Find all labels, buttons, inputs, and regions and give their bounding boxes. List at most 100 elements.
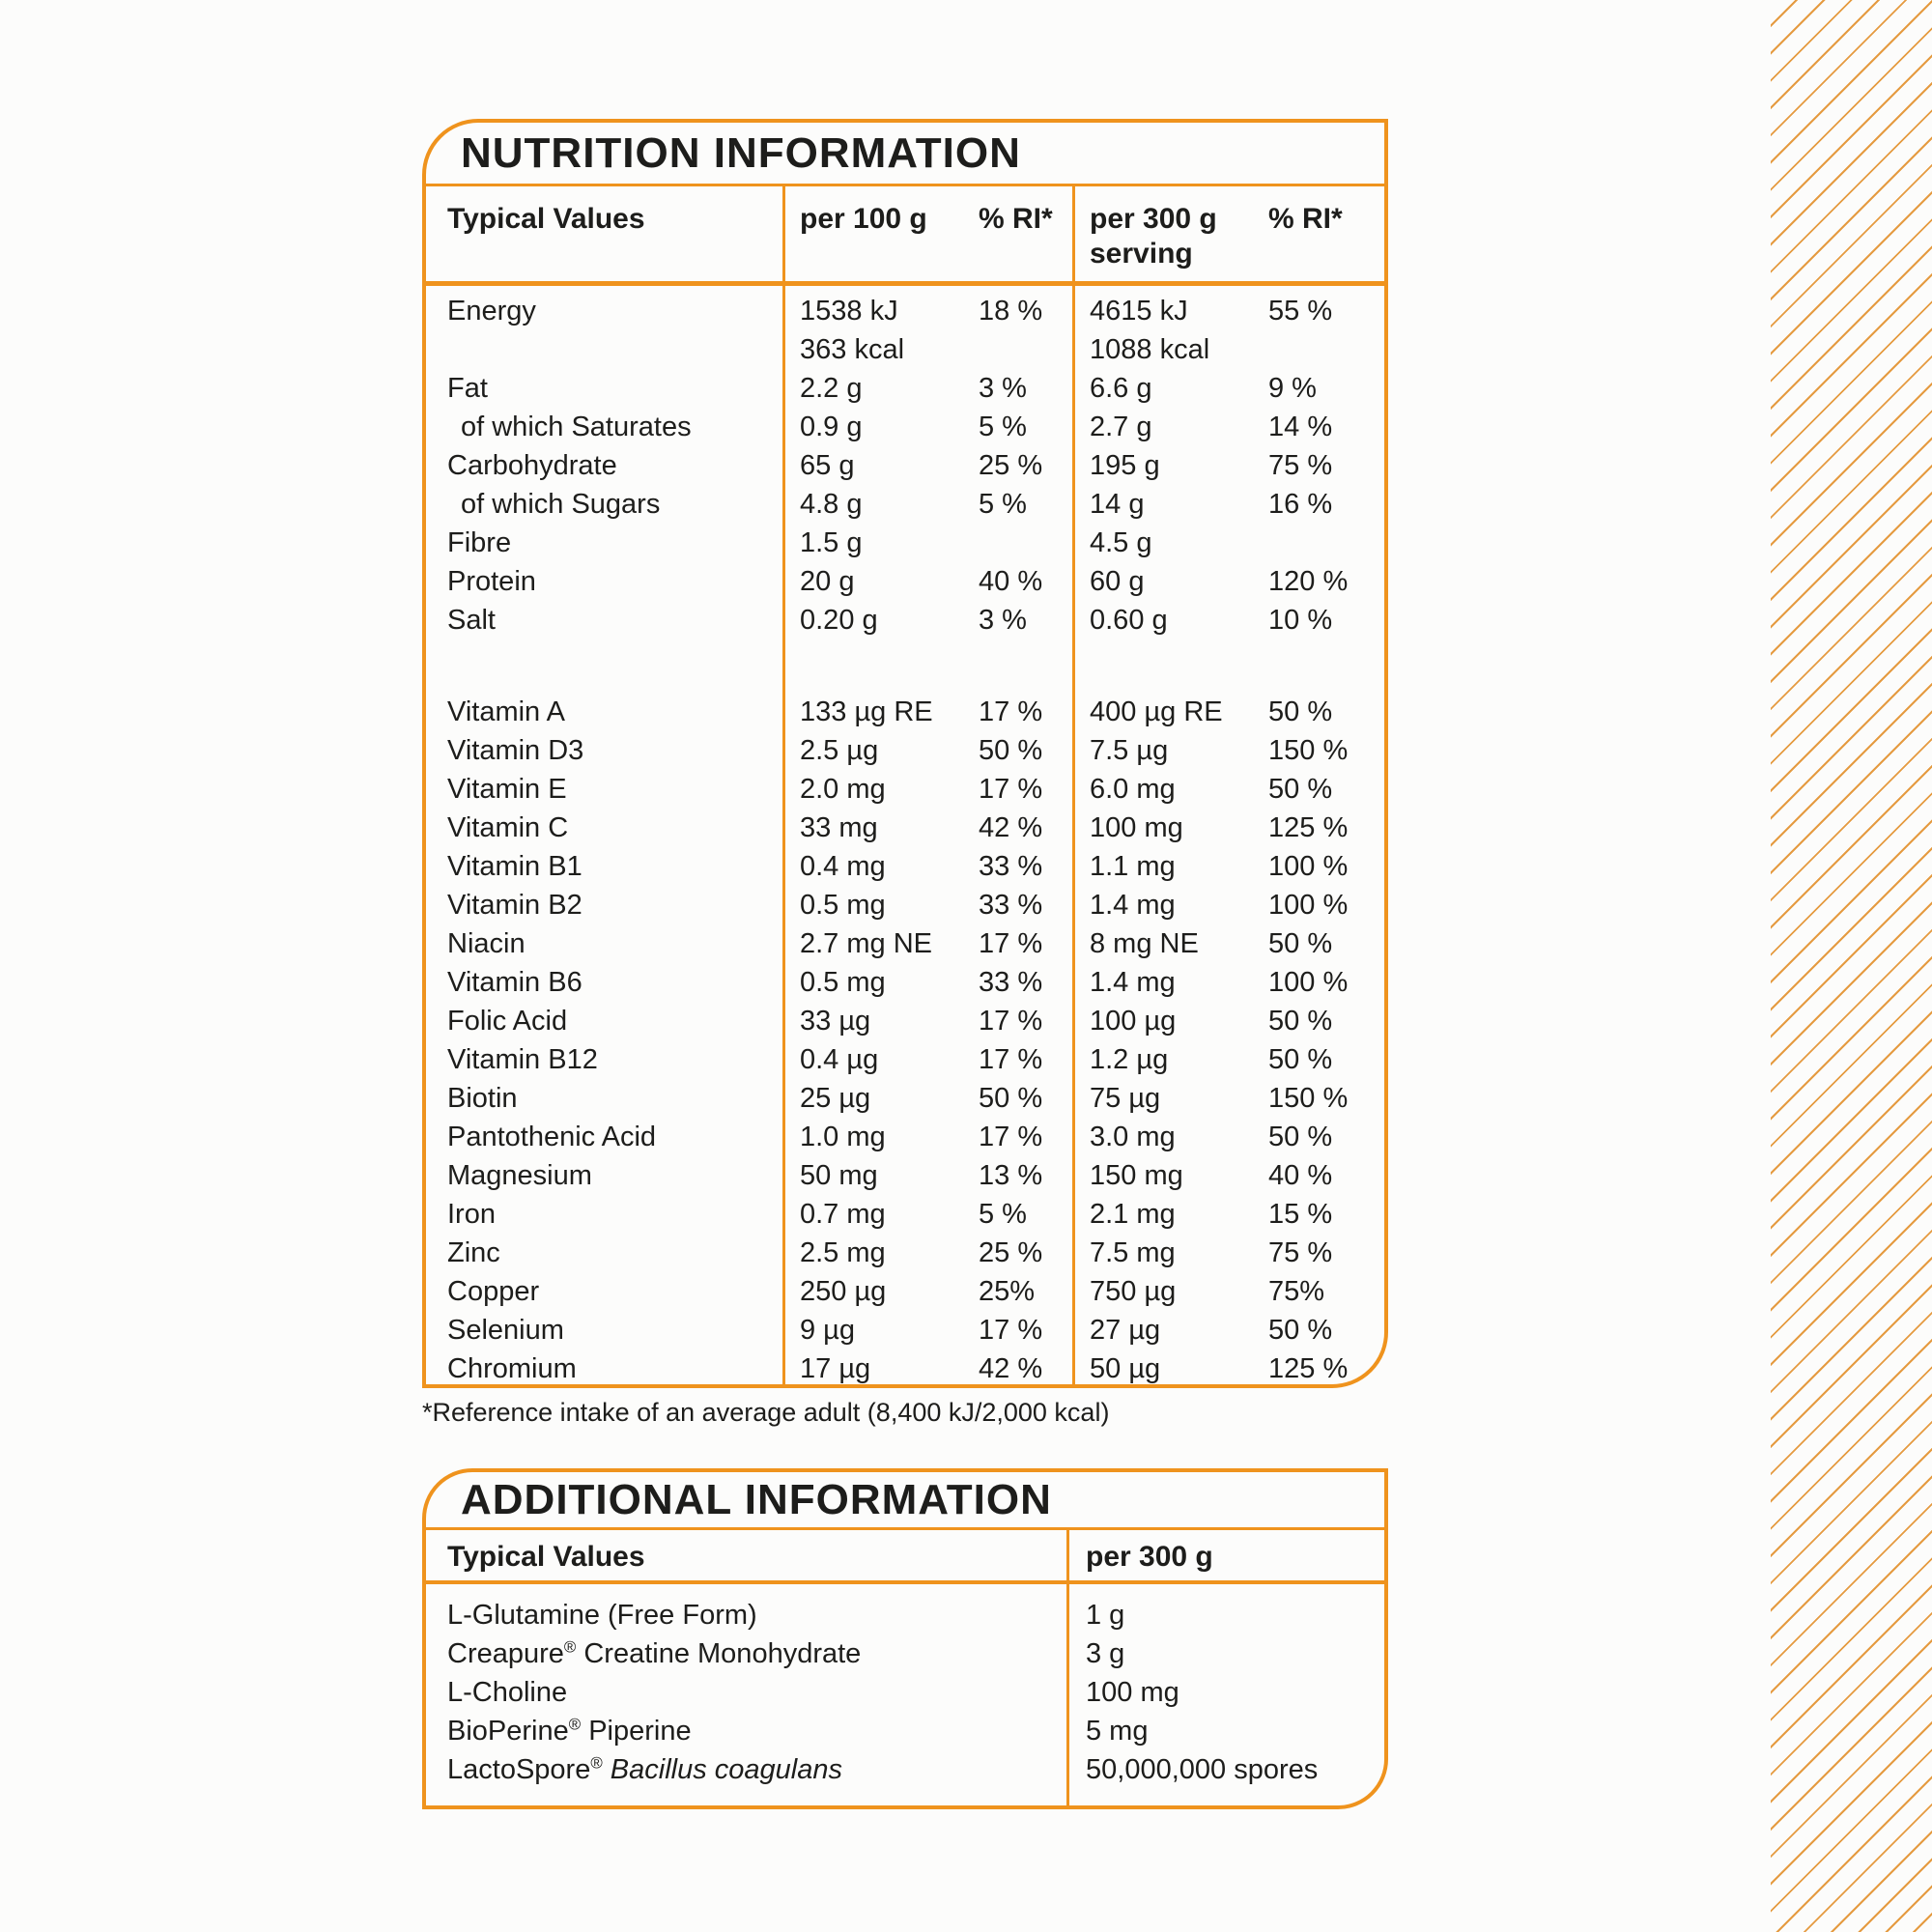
ri-percent-per-300g: 150 % bbox=[1268, 1083, 1349, 1114]
ri-percent-per-100g bbox=[979, 524, 1072, 562]
column-divider bbox=[1066, 1530, 1069, 1805]
value-cell-per-100g: 2.5 µg 50 % bbox=[782, 731, 1072, 770]
amount-value-per-100g: 2.5 µg bbox=[800, 735, 879, 766]
amount-value-per-300g: 1.4 mg bbox=[1090, 967, 1176, 998]
ri-percent-per-100g: 50 % bbox=[979, 735, 1043, 766]
amount-value-per-100g: 2.2 g bbox=[800, 373, 863, 404]
ri-percent-per-300g: 100 % bbox=[1268, 967, 1349, 998]
nutrient-label: Vitamin A bbox=[447, 696, 565, 727]
amount-value-per-300g: 14 g bbox=[1090, 489, 1145, 520]
amount-value-per-300g: 4.5 g bbox=[1090, 527, 1152, 558]
amount-value-per-100g: 65 g bbox=[800, 450, 855, 481]
ri-percent-per-100g: 33 % bbox=[979, 967, 1043, 998]
ri-percent-per-100g: 5 % bbox=[979, 1199, 1027, 1230]
value-cell-per-300g: 4.5 g bbox=[1072, 524, 1384, 562]
amount-value-per-300g: 100 mg bbox=[1090, 812, 1183, 843]
nutrition-table-row: Pantothenic Acid 1.0 mg 17 % 3.0 mg 50 % bbox=[426, 1118, 1384, 1156]
amount-value-per-100g: 0.7 mg bbox=[800, 1199, 886, 1230]
nutrient-label: Energy bbox=[447, 296, 536, 327]
value-cell-per-100g: 1.5 g bbox=[782, 524, 1072, 562]
nutrient-label: of which Saturates bbox=[461, 412, 692, 442]
ri-percent-per-300g: 55 % bbox=[1268, 296, 1333, 327]
ri-percent-per-300g: 50 % bbox=[1268, 1044, 1333, 1075]
value-cell-per-100g: 0.9 g 5 % bbox=[782, 408, 1072, 446]
ri-percent-per-300g: 50 % bbox=[1268, 1006, 1333, 1037]
ingredient-amount: 50,000,000 spores bbox=[1086, 1754, 1319, 1785]
value-cell-per-100g: 17 µg 42 % bbox=[782, 1350, 1072, 1388]
ri-percent-per-100g: 5 % bbox=[979, 489, 1027, 520]
value-cell-per-300g: 8 mg NE 50 % bbox=[1072, 924, 1384, 963]
amount-value-per-100g: 2.7 mg NE bbox=[800, 928, 932, 959]
value-cell-per-300g: 2.1 mg 15 % bbox=[1072, 1195, 1384, 1234]
nutrition-table-row: Salt 0.20 g 3 % 0.60 g 10 % bbox=[426, 601, 1384, 639]
header-per-100g: per 100 g bbox=[800, 203, 927, 235]
amount-value-per-300g: 150 mg bbox=[1090, 1160, 1183, 1191]
amount-value-per-100g: 250 µg bbox=[800, 1276, 887, 1307]
amount-value-per-300g: 8 mg NE bbox=[1090, 928, 1199, 959]
value-cell-per-300g: 1.4 mg 100 % bbox=[1072, 886, 1384, 924]
amount-value-per-300g: 750 µg bbox=[1090, 1276, 1177, 1307]
nutrient-label: Iron bbox=[447, 1199, 496, 1230]
nutrition-table-row: Copper 250 µg 25% 750 µg 75% bbox=[426, 1272, 1384, 1311]
nutrient-label: Carbohydrate bbox=[447, 450, 617, 481]
nutrient-label: Vitamin B2 bbox=[447, 890, 582, 921]
nutrient-label: Folic Acid bbox=[447, 1006, 568, 1037]
amount-value-per-300g: 4615 kJ 1088 kcal bbox=[1090, 296, 1210, 365]
amount-value-per-300g: 1.4 mg bbox=[1090, 890, 1176, 921]
column-divider bbox=[782, 186, 785, 1384]
amount-value-per-300g: 75 µg bbox=[1090, 1083, 1161, 1114]
value-cell-per-300g: 195 g 75 % bbox=[1072, 446, 1384, 485]
value-cell-per-100g: 0.5 mg 33 % bbox=[782, 886, 1072, 924]
diagonal-stripes-decoration bbox=[1771, 0, 1932, 1932]
nutrient-label: Selenium bbox=[447, 1315, 564, 1346]
ri-percent-per-300g: 50 % bbox=[1268, 1315, 1333, 1346]
ri-percent-per-300g: 125 % bbox=[1268, 812, 1349, 843]
amount-value-per-100g: 0.20 g bbox=[800, 605, 878, 636]
amount-value-per-300g: 1.2 µg bbox=[1090, 1044, 1169, 1075]
table-spacer-row bbox=[426, 639, 1384, 693]
amount-value-per-300g: 100 µg bbox=[1090, 1006, 1177, 1037]
nutrition-table-row: Chromium 17 µg 42 % 50 µg 125 % bbox=[426, 1350, 1384, 1388]
ri-percent-per-300g: 16 % bbox=[1268, 489, 1333, 520]
value-cell-per-300g: 6.6 g 9 % bbox=[1072, 369, 1384, 408]
ri-percent-per-300g: 100 % bbox=[1268, 890, 1349, 921]
nutrition-table-row: of which Saturates 0.9 g 5 % 2.7 g 14 % bbox=[426, 408, 1384, 446]
value-cell-per-300g: 3.0 mg 50 % bbox=[1072, 1118, 1384, 1156]
ri-percent-per-100g: 25 % bbox=[979, 1237, 1043, 1268]
amount-value-per-100g: 0.5 mg bbox=[800, 890, 886, 921]
additional-table-row: LactoSpore® Bacillus coagulans 50,000,000… bbox=[426, 1750, 1384, 1789]
ingredient-label-italic: Bacillus coagulans bbox=[602, 1754, 842, 1785]
value-cell-per-300g: 100 mg 125 % bbox=[1072, 809, 1384, 847]
additional-table-row: L-Glutamine (Free Form) 1 g bbox=[426, 1596, 1384, 1634]
value-cell-per-100g: 2.7 mg NE 17 % bbox=[782, 924, 1072, 963]
additional-panel-title: ADDITIONAL INFORMATION bbox=[426, 1472, 1384, 1530]
value-cell-per-300g: 7.5 mg 75 % bbox=[1072, 1234, 1384, 1272]
ingredient-amount: 3 g bbox=[1086, 1638, 1125, 1669]
nutrition-table-row: Selenium 9 µg 17 % 27 µg 50 % bbox=[426, 1311, 1384, 1350]
ri-percent-per-300g: 120 % bbox=[1268, 566, 1349, 597]
amount-value-per-100g: 20 g bbox=[800, 566, 855, 597]
nutrition-table-row: Magnesium 50 mg 13 % 150 mg 40 % bbox=[426, 1156, 1384, 1195]
ingredient-label: LactoSpore® Bacillus coagulans bbox=[447, 1753, 842, 1785]
ri-percent-per-100g: 17 % bbox=[979, 1122, 1043, 1152]
nutrition-information-panel: NUTRITION INFORMATION Typical Values per… bbox=[422, 119, 1388, 1388]
ri-percent-per-300g: 10 % bbox=[1268, 605, 1333, 636]
value-cell-per-100g: 9 µg 17 % bbox=[782, 1311, 1072, 1350]
nutrient-label: Copper bbox=[447, 1276, 540, 1307]
additional-information-panel: ADDITIONAL INFORMATION Typical Values pe… bbox=[422, 1468, 1388, 1809]
nutrition-table-row: Vitamin D3 2.5 µg 50 % 7.5 µg 150 % bbox=[426, 731, 1384, 770]
nutrition-table-row: Vitamin E 2.0 mg 17 % 6.0 mg 50 % bbox=[426, 770, 1384, 809]
additional-table-row: Creapure® Creatine Monohydrate 3 g bbox=[426, 1634, 1384, 1673]
value-cell-per-300g: 7.5 µg 150 % bbox=[1072, 731, 1384, 770]
nutrition-table-row: Fat 2.2 g 3 % 6.6 g 9 % bbox=[426, 369, 1384, 408]
nutrition-panel-title: NUTRITION INFORMATION bbox=[426, 123, 1384, 186]
nutrition-table-row: Niacin 2.7 mg NE 17 % 8 mg NE 50 % bbox=[426, 924, 1384, 963]
amount-value-per-300g: 60 g bbox=[1090, 566, 1145, 597]
nutrition-table-row: Vitamin B2 0.5 mg 33 % 1.4 mg 100 % bbox=[426, 886, 1384, 924]
amount-value-per-100g: 4.8 g bbox=[800, 489, 863, 520]
amount-value-per-100g: 50 mg bbox=[800, 1160, 878, 1191]
ingredient-label: Creapure® Creatine Monohydrate bbox=[447, 1637, 862, 1669]
additional-table-row: BioPerine® Piperine 5 mg bbox=[426, 1712, 1384, 1750]
nutrition-table-row: Carbohydrate 65 g 25 % 195 g 75 % bbox=[426, 446, 1384, 485]
value-cell-per-100g: 0.4 mg 33 % bbox=[782, 847, 1072, 886]
